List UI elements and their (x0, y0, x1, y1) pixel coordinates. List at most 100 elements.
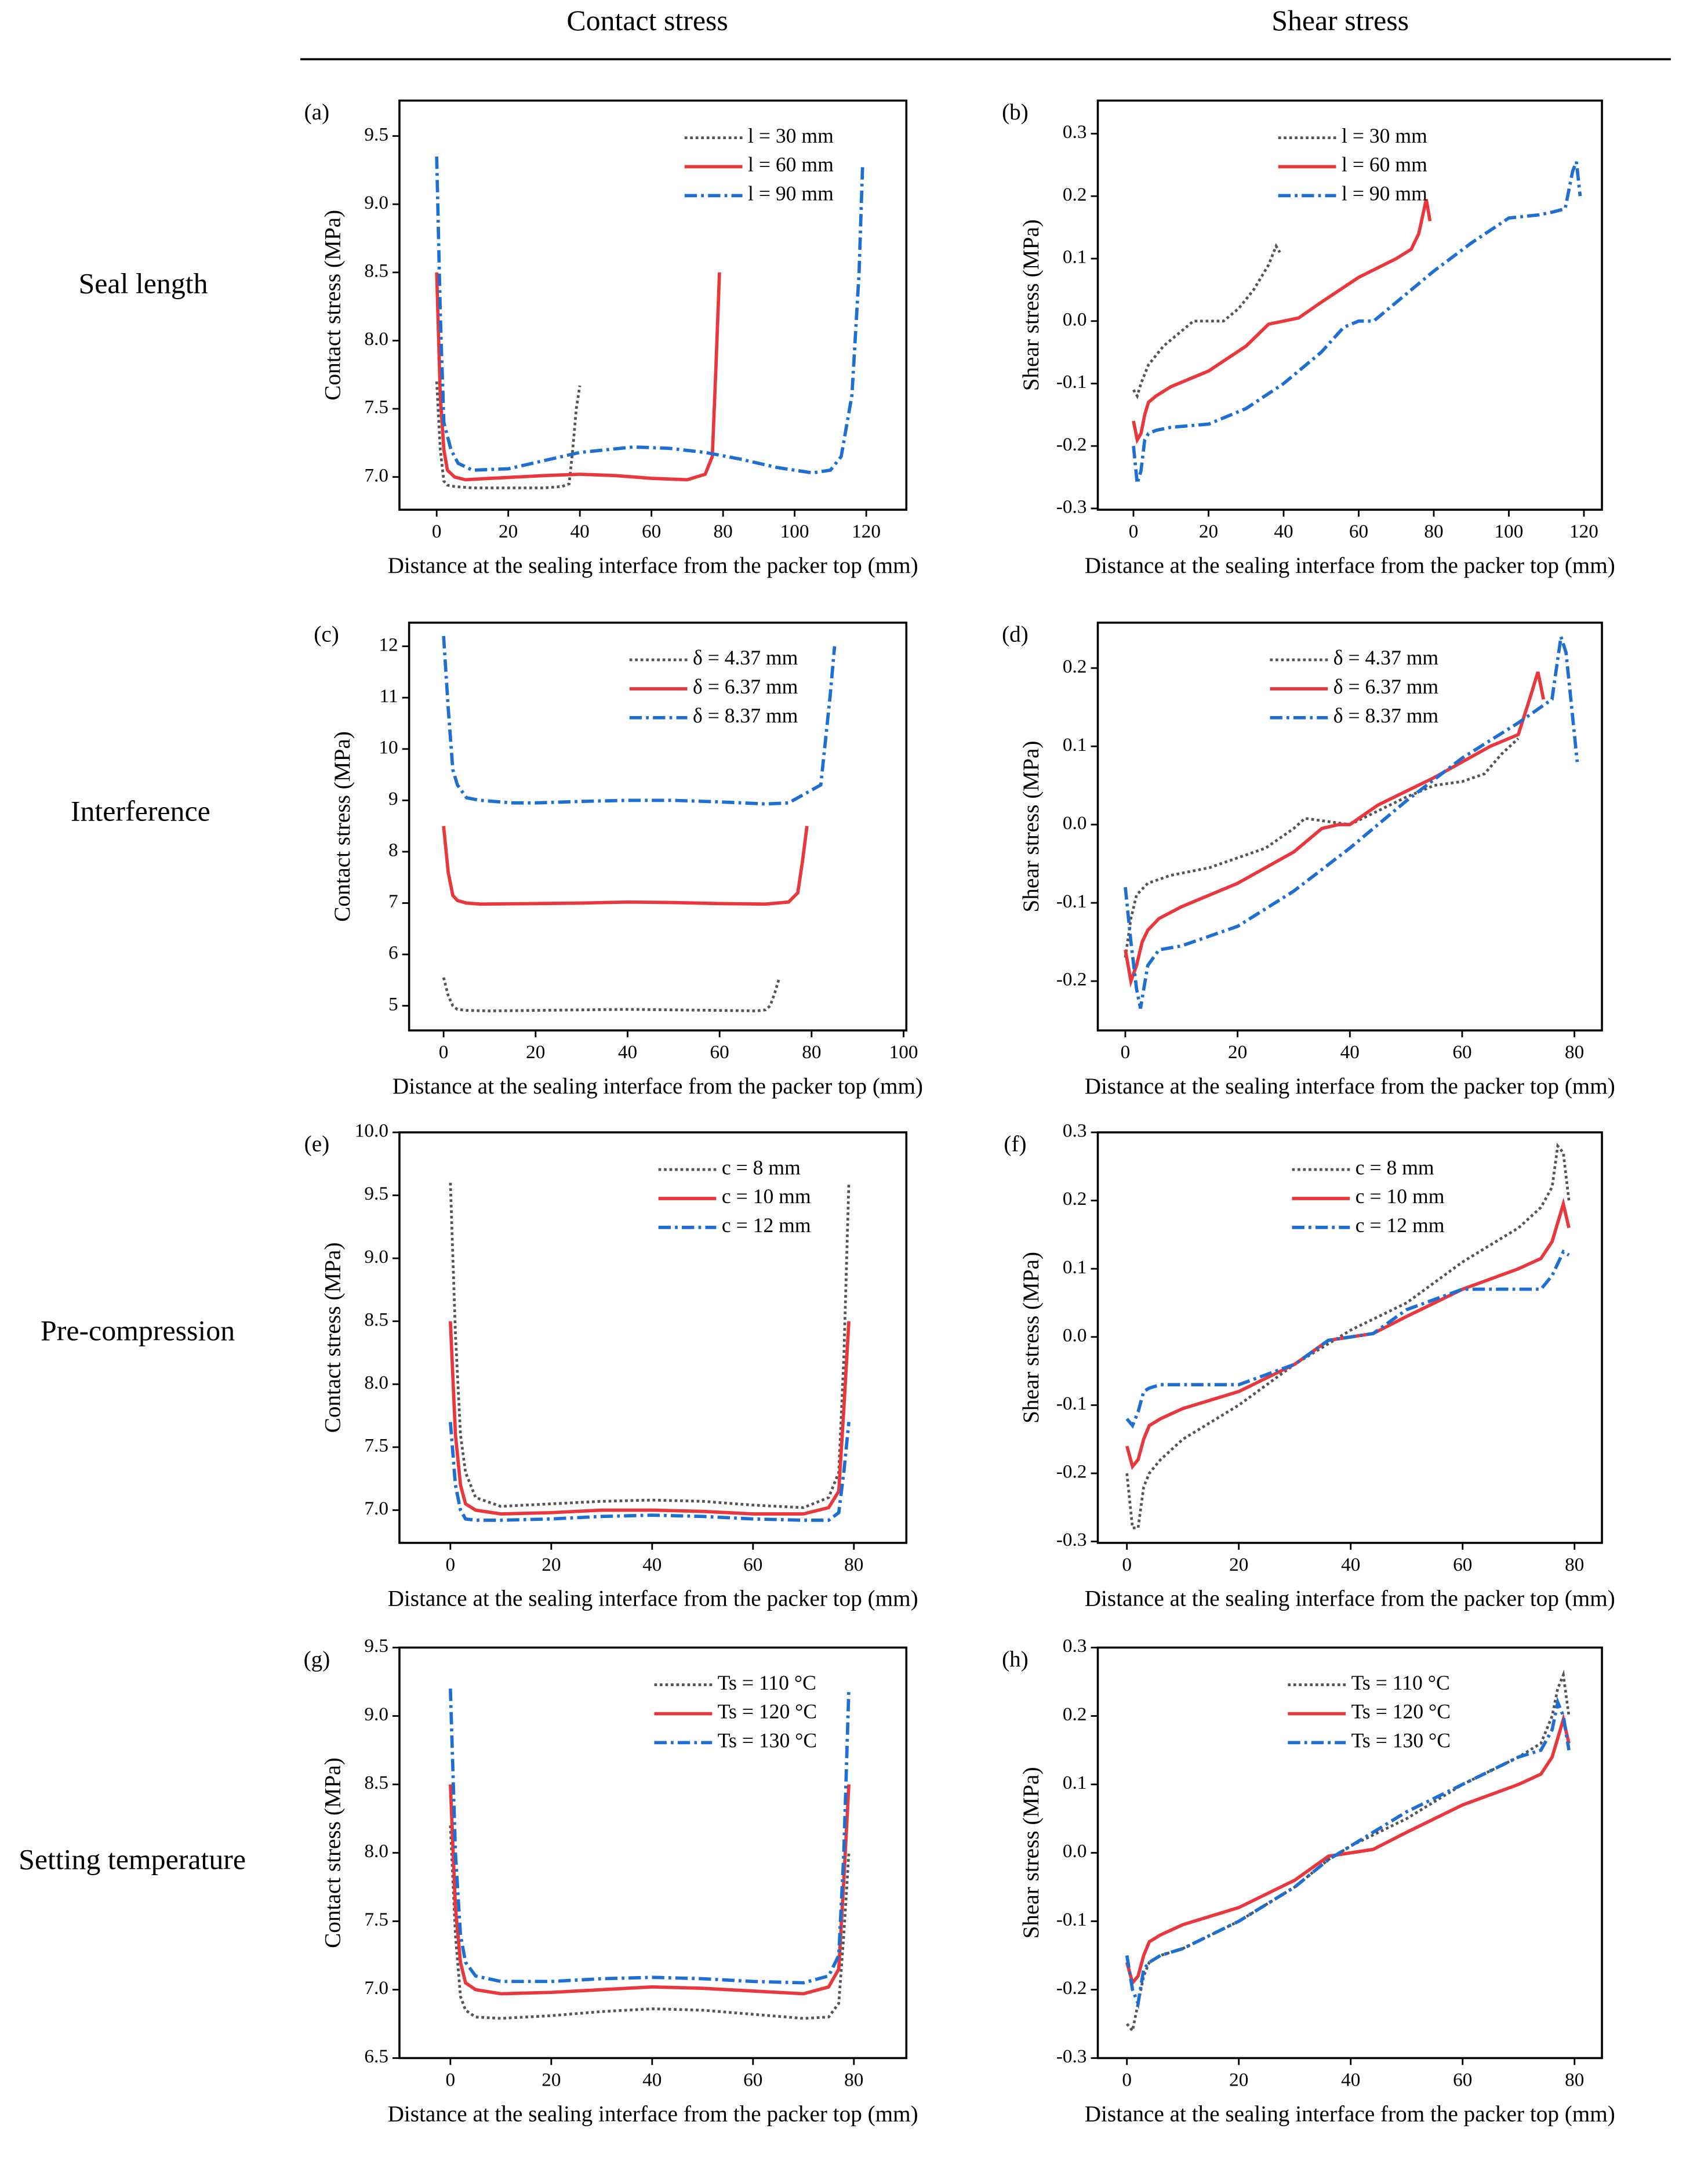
data-line (1132, 199, 1432, 445)
y-tick-label: 0.0 (1063, 1840, 1087, 1862)
legend-entry: Ts = 120 °C (1351, 1700, 1451, 1723)
y-tick-label: 0.3 (1063, 1120, 1087, 1142)
y-tick-label: 8 (388, 840, 398, 861)
x-tick-label: 80 (1565, 1554, 1584, 1575)
column-header: Shear stress (1271, 5, 1409, 37)
y-tick-label: 9.0 (364, 192, 388, 213)
panel-label: (b) (1002, 100, 1029, 125)
y-tick-label: -0.1 (1056, 371, 1087, 393)
x-axis-label: Distance at the sealing interface from t… (1085, 1074, 1615, 1099)
x-tick-label: 20 (1229, 1554, 1248, 1575)
legend-entry: c = 10 mm (1356, 1185, 1445, 1208)
y-tick-label: 12 (379, 634, 398, 655)
plot-area (435, 156, 864, 489)
legend-entry: c = 8 mm (1356, 1156, 1434, 1179)
x-tick-label: 60 (743, 1554, 762, 1575)
y-tick-label: 0.0 (1063, 1324, 1087, 1346)
x-tick-label: 40 (618, 1041, 637, 1063)
plot-area (1125, 1142, 1571, 1530)
y-tick-label: 5 (388, 993, 398, 1015)
x-axis-label: Distance at the sealing interface from t… (388, 1586, 918, 1611)
y-tick-label: -0.2 (1056, 969, 1087, 990)
data-line (1132, 243, 1281, 399)
y-tick-label: 7.0 (364, 1977, 388, 1999)
legend-entry: δ = 4.37 mm (1333, 646, 1439, 669)
y-tick-label: -0.1 (1056, 891, 1087, 912)
plot-frame (1096, 1131, 1603, 1544)
y-tick-label: -0.2 (1056, 1977, 1087, 1999)
panel-label: (e) (304, 1132, 330, 1157)
x-tick-label: 80 (714, 521, 733, 542)
y-tick-label: 10 (379, 736, 398, 758)
data-line (1124, 671, 1546, 988)
data-line (1125, 1249, 1570, 1429)
y-tick-label: 7.0 (364, 464, 388, 486)
y-tick-label: 0.2 (1063, 1188, 1087, 1210)
data-line (1132, 161, 1582, 484)
y-tick-label: 0.2 (1063, 656, 1087, 677)
plot-area (442, 635, 837, 1012)
data-line (442, 635, 837, 806)
legend-entry: c = 10 mm (722, 1185, 811, 1208)
legend-entry: Ts = 110 °C (1351, 1671, 1450, 1694)
y-tick-label: 6.5 (364, 2046, 388, 2067)
x-tick-label: 40 (1274, 521, 1293, 542)
data-line (448, 1784, 851, 1996)
y-axis-label: Shear stress (MPa) (1019, 741, 1044, 913)
legend-entry: l = 30 mm (1342, 124, 1427, 147)
data-line (1124, 737, 1520, 958)
x-tick-label: 20 (542, 2069, 561, 2091)
x-tick-label: 40 (642, 1554, 662, 1575)
data-line (1125, 1697, 1571, 2010)
x-tick-label: 20 (1228, 1041, 1247, 1063)
x-tick-label: 0 (1121, 1041, 1131, 1063)
y-tick-label: 9 (388, 788, 398, 809)
data-line (442, 977, 781, 1012)
x-axis-label: Distance at the sealing interface from t… (1085, 553, 1615, 578)
x-tick-label: 0 (439, 1041, 449, 1063)
legend-entry: δ = 4.37 mm (693, 646, 798, 669)
y-tick-label: -0.3 (1056, 1529, 1087, 1550)
y-tick-label: 11 (380, 685, 398, 707)
y-tick-label: 0.3 (1063, 121, 1087, 143)
y-tick-label: 8.5 (364, 1772, 388, 1793)
x-tick-label: 60 (710, 1041, 729, 1063)
plot-frame (398, 1646, 908, 2060)
x-tick-label: 20 (499, 521, 518, 542)
x-tick-label: 120 (1569, 521, 1598, 542)
x-tick-label: 60 (1349, 521, 1368, 542)
data-line (442, 826, 809, 906)
y-tick-label: 7.0 (364, 1498, 388, 1519)
y-tick-label: 7.5 (364, 1435, 388, 1457)
data-line (435, 156, 864, 475)
y-tick-label: 7.5 (364, 1909, 388, 1930)
x-tick-label: 80 (1424, 521, 1443, 542)
plot-area (448, 1182, 851, 1522)
data-line (1124, 636, 1579, 1009)
y-tick-label: 10.0 (355, 1120, 388, 1142)
row-label: Interference (71, 796, 210, 827)
x-tick-label: 60 (1452, 1041, 1471, 1063)
legend-entry: l = 60 mm (748, 153, 834, 176)
row-label: Setting temperature (19, 1844, 246, 1876)
plot-area (448, 1688, 851, 2020)
legend-entry: Ts = 130 °C (1351, 1729, 1451, 1752)
data-line (435, 272, 721, 482)
plot-frame (1096, 99, 1603, 511)
y-tick-label: 0.1 (1063, 246, 1087, 268)
panel-label: (f) (1004, 1132, 1026, 1157)
x-axis-label: Distance at the sealing interface from t… (388, 553, 918, 578)
plot-frame (1096, 622, 1603, 1032)
panel-label: (c) (314, 622, 339, 647)
x-tick-label: 60 (1453, 2069, 1472, 2091)
y-tick-label: 8.0 (364, 1840, 388, 1862)
x-tick-label: 80 (1565, 2069, 1584, 2091)
x-tick-label: 120 (852, 521, 881, 542)
x-axis-label: Distance at the sealing interface from t… (1085, 1586, 1615, 1611)
legend-entry: δ = 8.37 mm (693, 704, 798, 727)
panel-label: (a) (304, 100, 330, 125)
plot-area (1124, 636, 1579, 1009)
y-tick-label: 9.0 (364, 1246, 388, 1267)
plot-frame (398, 99, 908, 511)
x-tick-label: 40 (1340, 1041, 1360, 1063)
